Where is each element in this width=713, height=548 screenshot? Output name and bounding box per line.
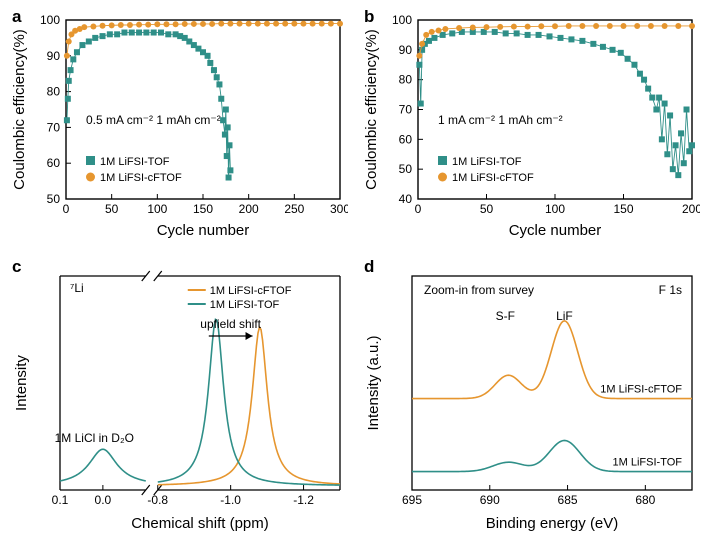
svg-text:150: 150 (193, 202, 213, 216)
svg-text:1M LiFSI-TOF: 1M LiFSI-TOF (210, 299, 280, 311)
panel-b: 0 50 100 150 200 40 50 60 70 80 90 100 Cycle number C… (360, 8, 700, 243)
svg-text:70: 70 (399, 103, 413, 117)
svg-text:50: 50 (105, 202, 119, 216)
svg-text:80: 80 (47, 85, 61, 99)
svg-text:90: 90 (399, 43, 413, 57)
svg-text:1 mA cm⁻² 1 mAh cm⁻²: 1 mA cm⁻² 1 mAh cm⁻² (438, 113, 563, 127)
svg-text:100: 100 (147, 202, 167, 216)
svg-text:1M LiFSI-TOF: 1M LiFSI-TOF (100, 156, 170, 168)
svg-text:1M LiFSI-cFTOF: 1M LiFSI-cFTOF (210, 285, 292, 297)
svg-text:Intensity (a.u.): Intensity (a.u.) (365, 335, 382, 430)
svg-text:-1.2: -1.2 (293, 493, 314, 507)
svg-text:0: 0 (63, 202, 70, 216)
svg-text:-1.0: -1.0 (220, 493, 241, 507)
svg-text:300: 300 (330, 202, 348, 216)
svg-text:680: 680 (635, 493, 655, 507)
svg-text:Cycle number: Cycle number (509, 222, 602, 239)
svg-text:690: 690 (480, 493, 500, 507)
svg-text:695: 695 (402, 493, 422, 507)
svg-text:1M LiCl in D₂O: 1M LiCl in D₂O (55, 431, 134, 445)
svg-text:1M LiFSI-cFTOF: 1M LiFSI-cFTOF (452, 172, 534, 184)
svg-text:60: 60 (399, 132, 413, 146)
svg-text:⁷Li: ⁷Li (70, 281, 84, 295)
svg-text:LiF: LiF (556, 309, 573, 323)
svg-text:Coulombic efficiency(%): Coulombic efficiency(%) (11, 29, 28, 190)
svg-text:200: 200 (682, 202, 700, 216)
svg-text:Binding energy (eV): Binding energy (eV) (486, 515, 619, 532)
svg-text:b: b (364, 8, 374, 26)
svg-text:40: 40 (399, 192, 413, 206)
svg-text:1M LiFSI-TOF: 1M LiFSI-TOF (452, 156, 522, 168)
svg-text:90: 90 (47, 49, 61, 63)
panel-c: c 0.1 0.0 -0.8 -1.0 -1.2 Chemical shift (ppm) I… (8, 258, 348, 538)
svg-text:70: 70 (47, 120, 61, 134)
svg-text:Zoom-in from survey: Zoom-in from survey (424, 283, 534, 297)
svg-text:S-F: S-F (496, 309, 515, 323)
svg-text:Intensity: Intensity (13, 355, 30, 411)
svg-text:Chemical shift (ppm): Chemical shift (ppm) (131, 515, 269, 532)
svg-text:685: 685 (558, 493, 578, 507)
panel-a: 0501001502002503005060708090100Cycle num… (8, 8, 348, 243)
svg-text:50: 50 (480, 202, 494, 216)
svg-text:0.5 mA cm⁻² 1 mAh cm⁻²: 0.5 mA cm⁻² 1 mAh cm⁻² (86, 113, 221, 127)
svg-text:0: 0 (415, 202, 422, 216)
svg-text:150: 150 (613, 202, 633, 216)
svg-text:1M LiFSI-cFTOF: 1M LiFSI-cFTOF (100, 172, 182, 184)
panel-d: d 695 690 685 680 Binding energy (eV) Intensit… (360, 258, 700, 538)
svg-text:0.0: 0.0 (95, 493, 112, 507)
svg-text:100: 100 (392, 13, 412, 27)
svg-text:250: 250 (284, 202, 304, 216)
svg-text:80: 80 (399, 73, 413, 87)
svg-text:100: 100 (40, 13, 60, 27)
svg-text:1M LiFSI-TOF: 1M LiFSI-TOF (613, 457, 683, 469)
svg-text:upfield shift: upfield shift (200, 317, 261, 331)
svg-text:Cycle number: Cycle number (157, 222, 250, 239)
svg-text:a: a (12, 8, 22, 26)
svg-text:50: 50 (399, 162, 413, 176)
svg-text:-0.8: -0.8 (147, 493, 168, 507)
svg-text:0.1: 0.1 (52, 493, 69, 507)
svg-text:100: 100 (545, 202, 565, 216)
svg-text:60: 60 (47, 156, 61, 170)
svg-text:50: 50 (47, 192, 61, 206)
svg-text:F 1s: F 1s (659, 283, 682, 297)
svg-text:1M LiFSI-cFTOF: 1M LiFSI-cFTOF (600, 384, 682, 396)
svg-text:Coulombic efficiency(%): Coulombic efficiency(%) (363, 29, 380, 190)
svg-text:200: 200 (239, 202, 259, 216)
svg-text:c: c (12, 258, 21, 276)
svg-text:d: d (364, 258, 374, 276)
